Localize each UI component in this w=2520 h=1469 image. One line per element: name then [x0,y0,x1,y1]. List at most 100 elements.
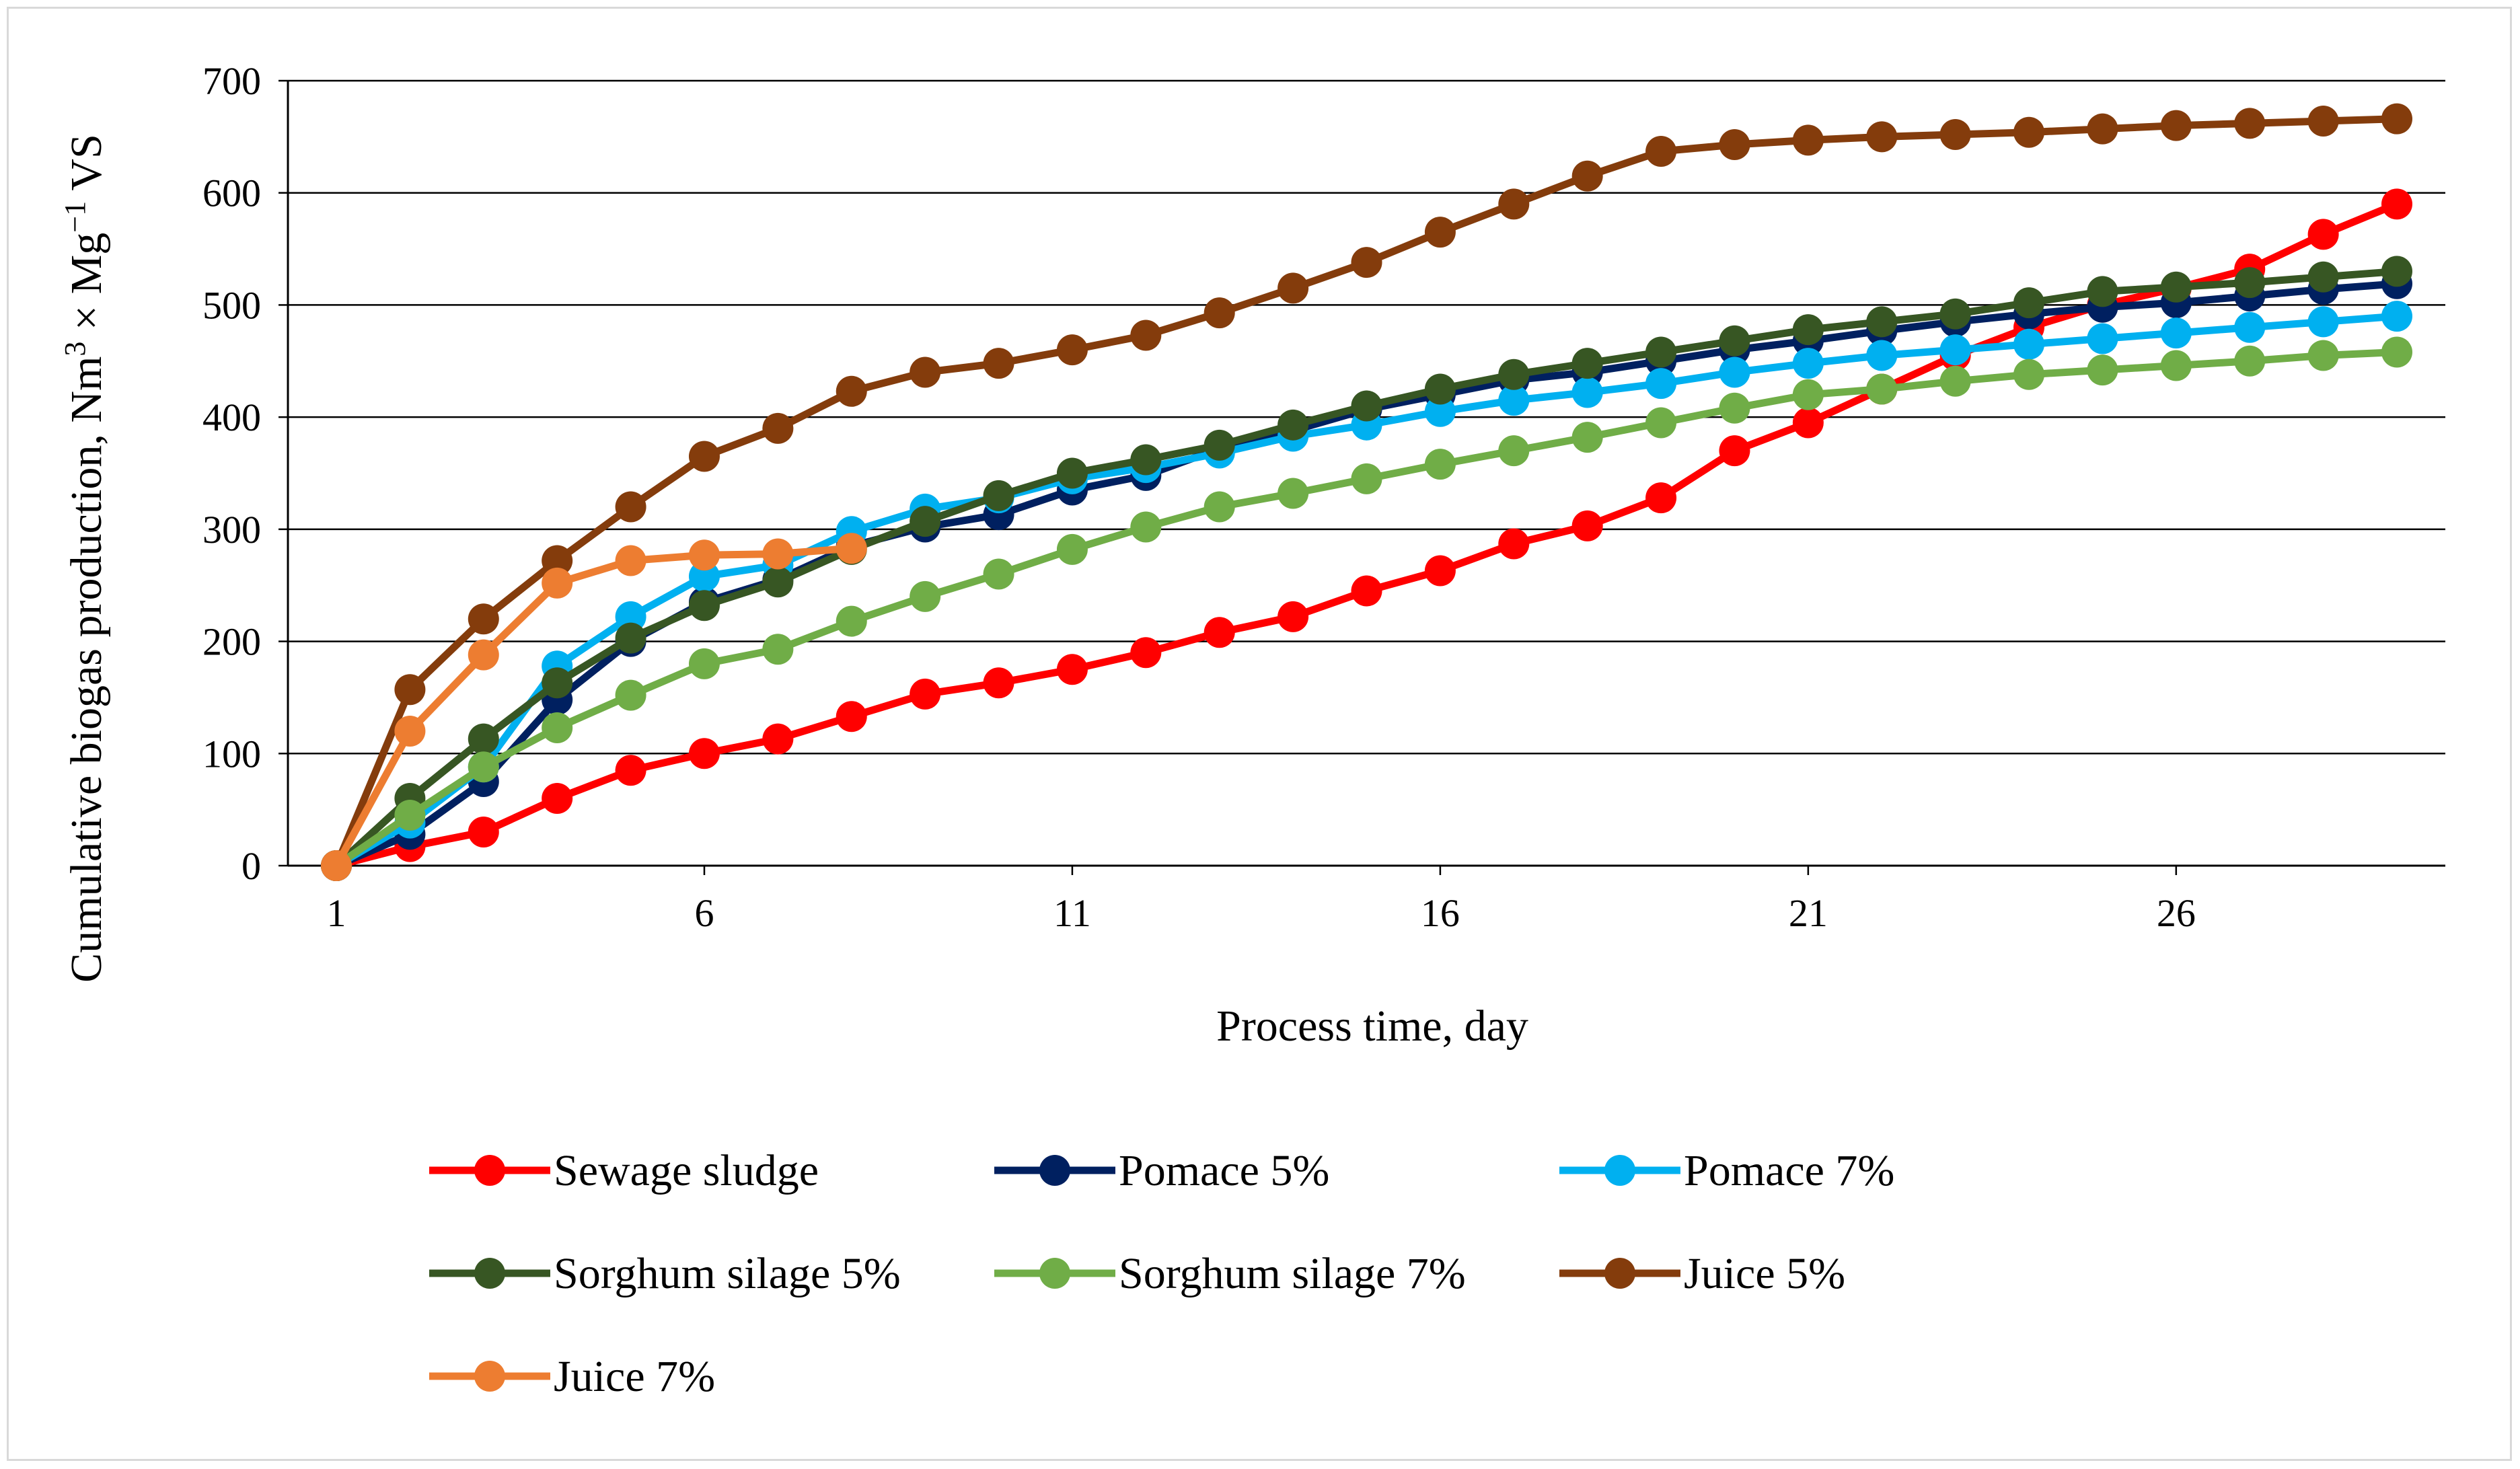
data-point [2234,267,2266,299]
data-point [688,539,720,571]
data-point [1792,314,1824,346]
y-tick-label: 500 [202,283,261,327]
data-point [836,701,867,732]
data-point [2160,271,2192,303]
data-point [1719,435,1750,467]
data-point [468,603,499,635]
y-axis-title-mid: × Mg [62,233,111,342]
data-point [615,545,646,576]
data-point [2013,359,2045,390]
legend-swatch-marker [474,1258,505,1289]
data-point [2381,301,2412,332]
data-point [688,648,720,679]
data-point [1645,368,1677,400]
series-sorghum-silage-7- [321,336,2412,881]
legend: Sewage sludge Pomace 5% Pomace 7% Sorghum s… [429,1146,1894,1401]
legend-item: Sorghum silage 5% [429,1249,901,1298]
data-point [688,590,720,622]
y-axis-title-sup1: 3 [59,342,91,356]
legend-item: Juice 5% [1559,1249,1845,1298]
data-point [1866,121,1898,153]
legend-item: Juice 7% [429,1352,715,1401]
data-point [542,545,573,576]
data-point [2087,276,2118,307]
data-point [1939,119,1971,151]
data-point [615,601,646,632]
data-point [2160,110,2192,141]
data-point [1645,336,1677,368]
data-point [1498,385,1530,416]
data-point [1939,334,1971,366]
data-point [2160,350,2192,381]
data-point [1424,396,1456,427]
data-point [1939,298,1971,330]
x-tick-label: 1 [327,891,346,935]
data-point [1277,409,1309,441]
y-axis-title-tail: VS [62,134,111,201]
y-tick-label: 300 [202,508,261,552]
data-point [1719,392,1750,424]
data-point [2013,116,2045,148]
data-point [983,348,1014,379]
data-point [468,816,499,848]
legend-item: Sorghum silage 7% [994,1249,1466,1298]
data-point [1571,160,1603,192]
data-point [2381,188,2412,220]
data-point [1866,340,1898,371]
data-point [1130,319,1162,351]
data-point [542,567,573,599]
data-point [468,751,499,783]
data-point [1498,528,1530,560]
data-point [394,799,426,831]
data-point [910,356,941,388]
data-point [1203,617,1235,648]
data-point [1277,601,1309,632]
data-point [1792,379,1824,410]
data-point [1792,124,1824,156]
data-point [1424,449,1456,480]
data-point [1719,129,1750,161]
data-point [615,755,646,786]
data-point [615,622,646,654]
data-point [542,782,573,814]
y-tick-label: 600 [202,172,261,215]
data-point [542,667,573,699]
data-point [1056,334,1088,366]
data-point [762,634,794,665]
data-point [2307,219,2339,250]
data-point [2160,317,2192,349]
data-point [836,533,867,564]
y-tick-label: 700 [202,59,261,103]
data-point [1498,359,1530,390]
data-point [836,375,867,407]
data-point [983,558,1014,590]
legend-label: Juice 7% [554,1352,715,1401]
y-tick-label: 0 [242,844,261,888]
data-point [2307,340,2339,371]
series-juice-5- [321,103,2412,881]
data-point [2234,345,2266,377]
y-tick-label: 400 [202,396,261,439]
x-tick-label: 26 [2157,891,2196,935]
data-point [468,639,499,671]
data-point [2087,354,2118,386]
data-point [1351,463,1382,494]
data-point [1792,348,1824,379]
data-point [1645,136,1677,167]
x-tick-label: 21 [1789,891,1828,935]
data-point [1351,247,1382,278]
legend-swatch-marker [474,1361,505,1392]
data-point [1866,306,1898,338]
data-point [910,580,941,612]
series-line [334,267,2398,869]
data-point [2234,311,2266,343]
data-point [2381,103,2412,135]
data-point [1571,510,1603,541]
data-point [1130,637,1162,669]
data-point [688,738,720,769]
data-point [1056,533,1088,565]
data-point [394,674,426,706]
data-point [836,605,867,637]
data-point [2381,256,2412,287]
